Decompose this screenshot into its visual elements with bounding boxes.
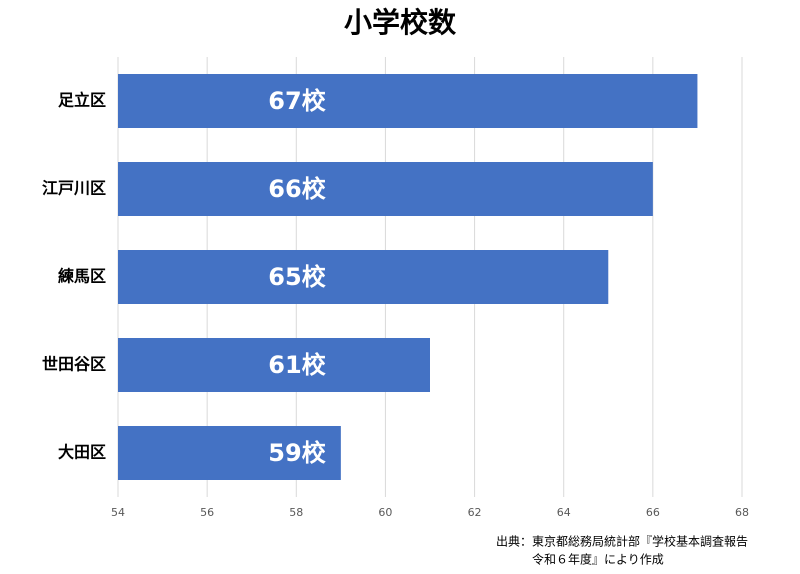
- x-tick-label: 58: [289, 506, 303, 519]
- y-tick-label: 練馬区: [58, 267, 106, 286]
- data-label: 67校: [268, 87, 326, 115]
- x-tick-label: 68: [735, 506, 749, 519]
- y-tick-label: 大田区: [58, 443, 106, 462]
- data-label: 61校: [268, 351, 326, 379]
- source-note: 令和６年度』により作成: [532, 552, 664, 567]
- bar: [118, 74, 698, 128]
- x-tick-label: 62: [468, 506, 482, 519]
- data-label: 59校: [268, 439, 326, 467]
- bar: [118, 426, 341, 480]
- data-label: 65校: [268, 263, 326, 291]
- source-note: 出典：東京都総務局統計部『学校基本調査報告: [496, 534, 748, 549]
- x-tick-label: 54: [111, 506, 125, 519]
- x-tick-label: 60: [378, 506, 392, 519]
- x-tick-label: 56: [200, 506, 214, 519]
- y-tick-label: 世田谷区: [42, 355, 106, 374]
- data-label: 66校: [268, 175, 326, 203]
- x-tick-label: 66: [646, 506, 660, 519]
- y-tick-label: 足立区: [58, 91, 106, 110]
- y-tick-label: 江戸川区: [42, 179, 106, 198]
- bar: [118, 162, 653, 216]
- bar: [118, 338, 430, 392]
- bar: [118, 250, 609, 304]
- chart-title: 小学校数: [344, 6, 457, 39]
- x-tick-label: 64: [557, 506, 571, 519]
